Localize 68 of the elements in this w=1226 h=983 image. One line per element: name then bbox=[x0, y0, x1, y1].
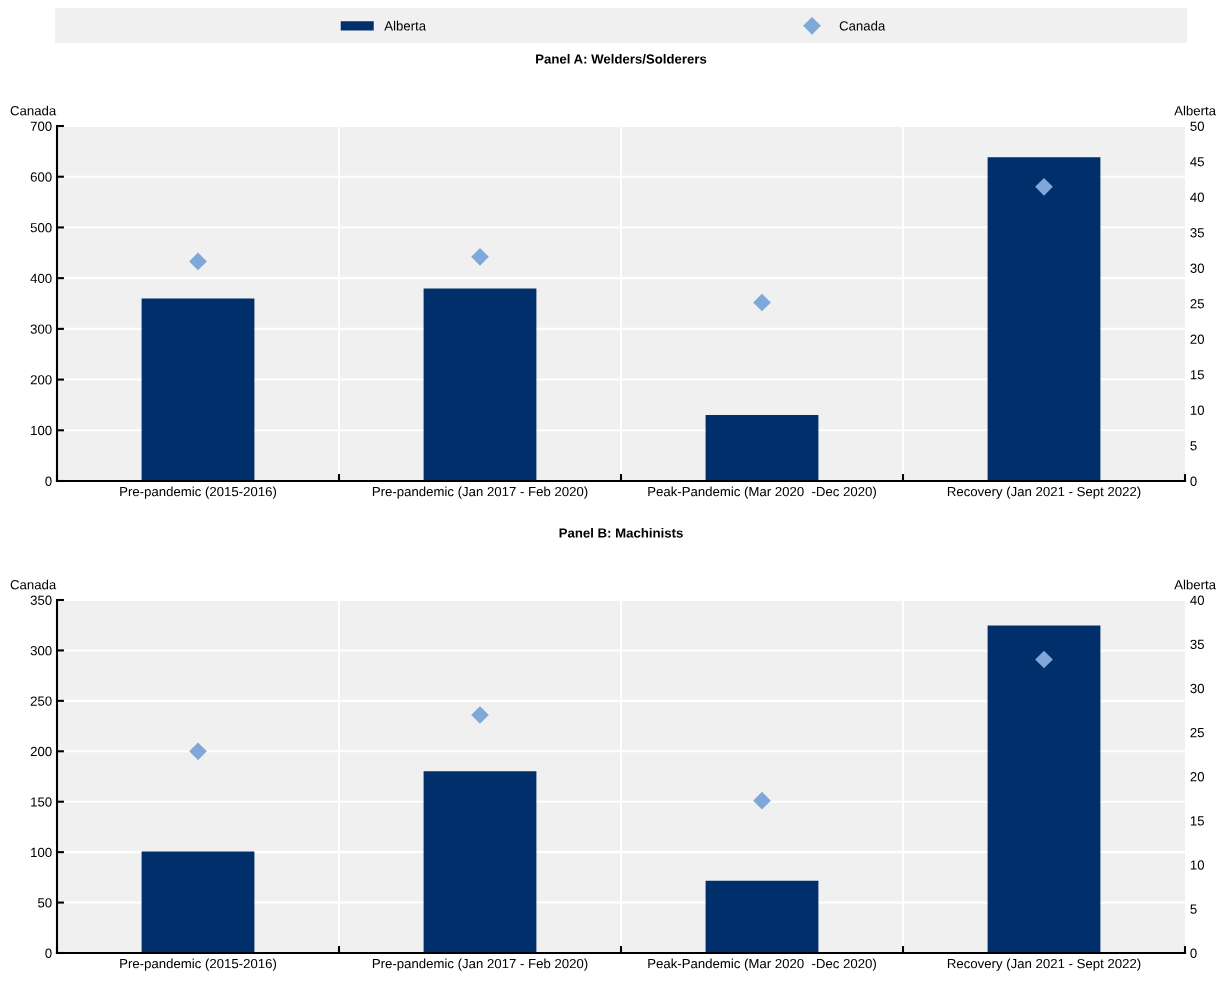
y2-tick-label: 0 bbox=[1190, 948, 1197, 958]
point bbox=[753, 792, 771, 810]
y2-axis-title: Alberta bbox=[1174, 105, 1216, 116]
y-tick-label: 200 bbox=[30, 746, 52, 757]
x-tick-label: Peak-Pandemic (Mar 2020 -Dec 2020) bbox=[648, 958, 876, 971]
y-tick-label: 0 bbox=[45, 476, 52, 486]
y2-tick-label: 20 bbox=[1190, 772, 1205, 782]
bar bbox=[987, 625, 1101, 953]
x-tick-label: Pre-pandemic (2015-2016) bbox=[120, 486, 277, 499]
point bbox=[1035, 178, 1053, 196]
y2-tick-label: 5 bbox=[1190, 441, 1197, 451]
y2-tick-label: 15 bbox=[1190, 370, 1204, 380]
point bbox=[753, 293, 771, 312]
chart-title: Panel B: Machinists bbox=[559, 527, 683, 538]
x-tick-label: Pre-pandemic (2015-2016) bbox=[120, 958, 277, 971]
bar bbox=[705, 880, 819, 953]
y2-tick-label: 5 bbox=[1190, 904, 1197, 914]
y-axis-title: Canada bbox=[10, 579, 57, 590]
y2-tick-label: 10 bbox=[1190, 405, 1205, 415]
y2-tick-label: 20 bbox=[1190, 334, 1205, 344]
y-tick-label: 0 bbox=[45, 948, 52, 958]
y-tick-label: 350 bbox=[30, 595, 52, 605]
y-tick-label: 50 bbox=[37, 898, 52, 908]
point bbox=[471, 248, 489, 266]
bar bbox=[987, 157, 1101, 481]
y2-tick-label: 30 bbox=[1190, 263, 1205, 273]
y2-axis-title: Alberta bbox=[1174, 579, 1216, 590]
y-tick-label: 700 bbox=[30, 121, 52, 131]
y2-tick-label: 25 bbox=[1190, 727, 1204, 738]
y2-tick-label: 35 bbox=[1190, 228, 1204, 238]
point bbox=[189, 252, 207, 270]
y2-tick-label: 50 bbox=[1190, 121, 1205, 131]
y-tick-label: 200 bbox=[30, 375, 52, 385]
y-tick-label: 500 bbox=[30, 223, 52, 233]
bar bbox=[423, 771, 537, 953]
bar bbox=[705, 414, 819, 481]
y2-tick-label: 40 bbox=[1190, 192, 1205, 202]
x-tick-label: Pre-pandemic (Jan 2017 - Feb 2020) bbox=[372, 958, 588, 971]
y2-tick-label: 45 bbox=[1190, 157, 1204, 167]
point bbox=[471, 706, 489, 724]
bar bbox=[141, 851, 255, 953]
x-tick-label: Recovery (Jan 2021 - Sept 2022) bbox=[947, 958, 1141, 971]
y-tick-label: 100 bbox=[31, 847, 52, 858]
y2-tick-label: 30 bbox=[1190, 683, 1205, 694]
legend-label: Alberta bbox=[384, 20, 427, 31]
point bbox=[1035, 650, 1053, 669]
y-tick-label: 300 bbox=[30, 646, 52, 656]
y-tick-label: 300 bbox=[30, 324, 52, 334]
x-tick-label: Peak-Pandemic (Mar 2020 -Dec 2020) bbox=[648, 486, 876, 499]
y2-tick-label: 40 bbox=[1190, 595, 1205, 605]
bar bbox=[141, 298, 255, 481]
y2-tick-label: 15 bbox=[1190, 816, 1204, 826]
legend-label: Canada bbox=[839, 20, 886, 31]
y-tick-label: 150 bbox=[31, 797, 52, 807]
y-tick-label: 250 bbox=[30, 696, 52, 706]
y2-tick-label: 35 bbox=[1190, 639, 1204, 650]
y-axis-title: Canada bbox=[10, 105, 57, 116]
y-tick-label: 600 bbox=[30, 172, 52, 182]
y-tick-label: 100 bbox=[31, 425, 52, 436]
y2-tick-label: 0 bbox=[1190, 476, 1197, 486]
point bbox=[189, 742, 207, 760]
bar bbox=[423, 288, 537, 481]
x-tick-label: Pre-pandemic (Jan 2017 - Feb 2020) bbox=[372, 486, 588, 499]
chart-title: Panel A: Welders/Solderers bbox=[536, 53, 707, 64]
y-tick-label: 400 bbox=[30, 273, 52, 284]
x-tick-label: Recovery (Jan 2021 - Sept 2022) bbox=[947, 486, 1141, 499]
y2-tick-label: 10 bbox=[1190, 860, 1205, 870]
y2-tick-label: 25 bbox=[1190, 299, 1204, 309]
